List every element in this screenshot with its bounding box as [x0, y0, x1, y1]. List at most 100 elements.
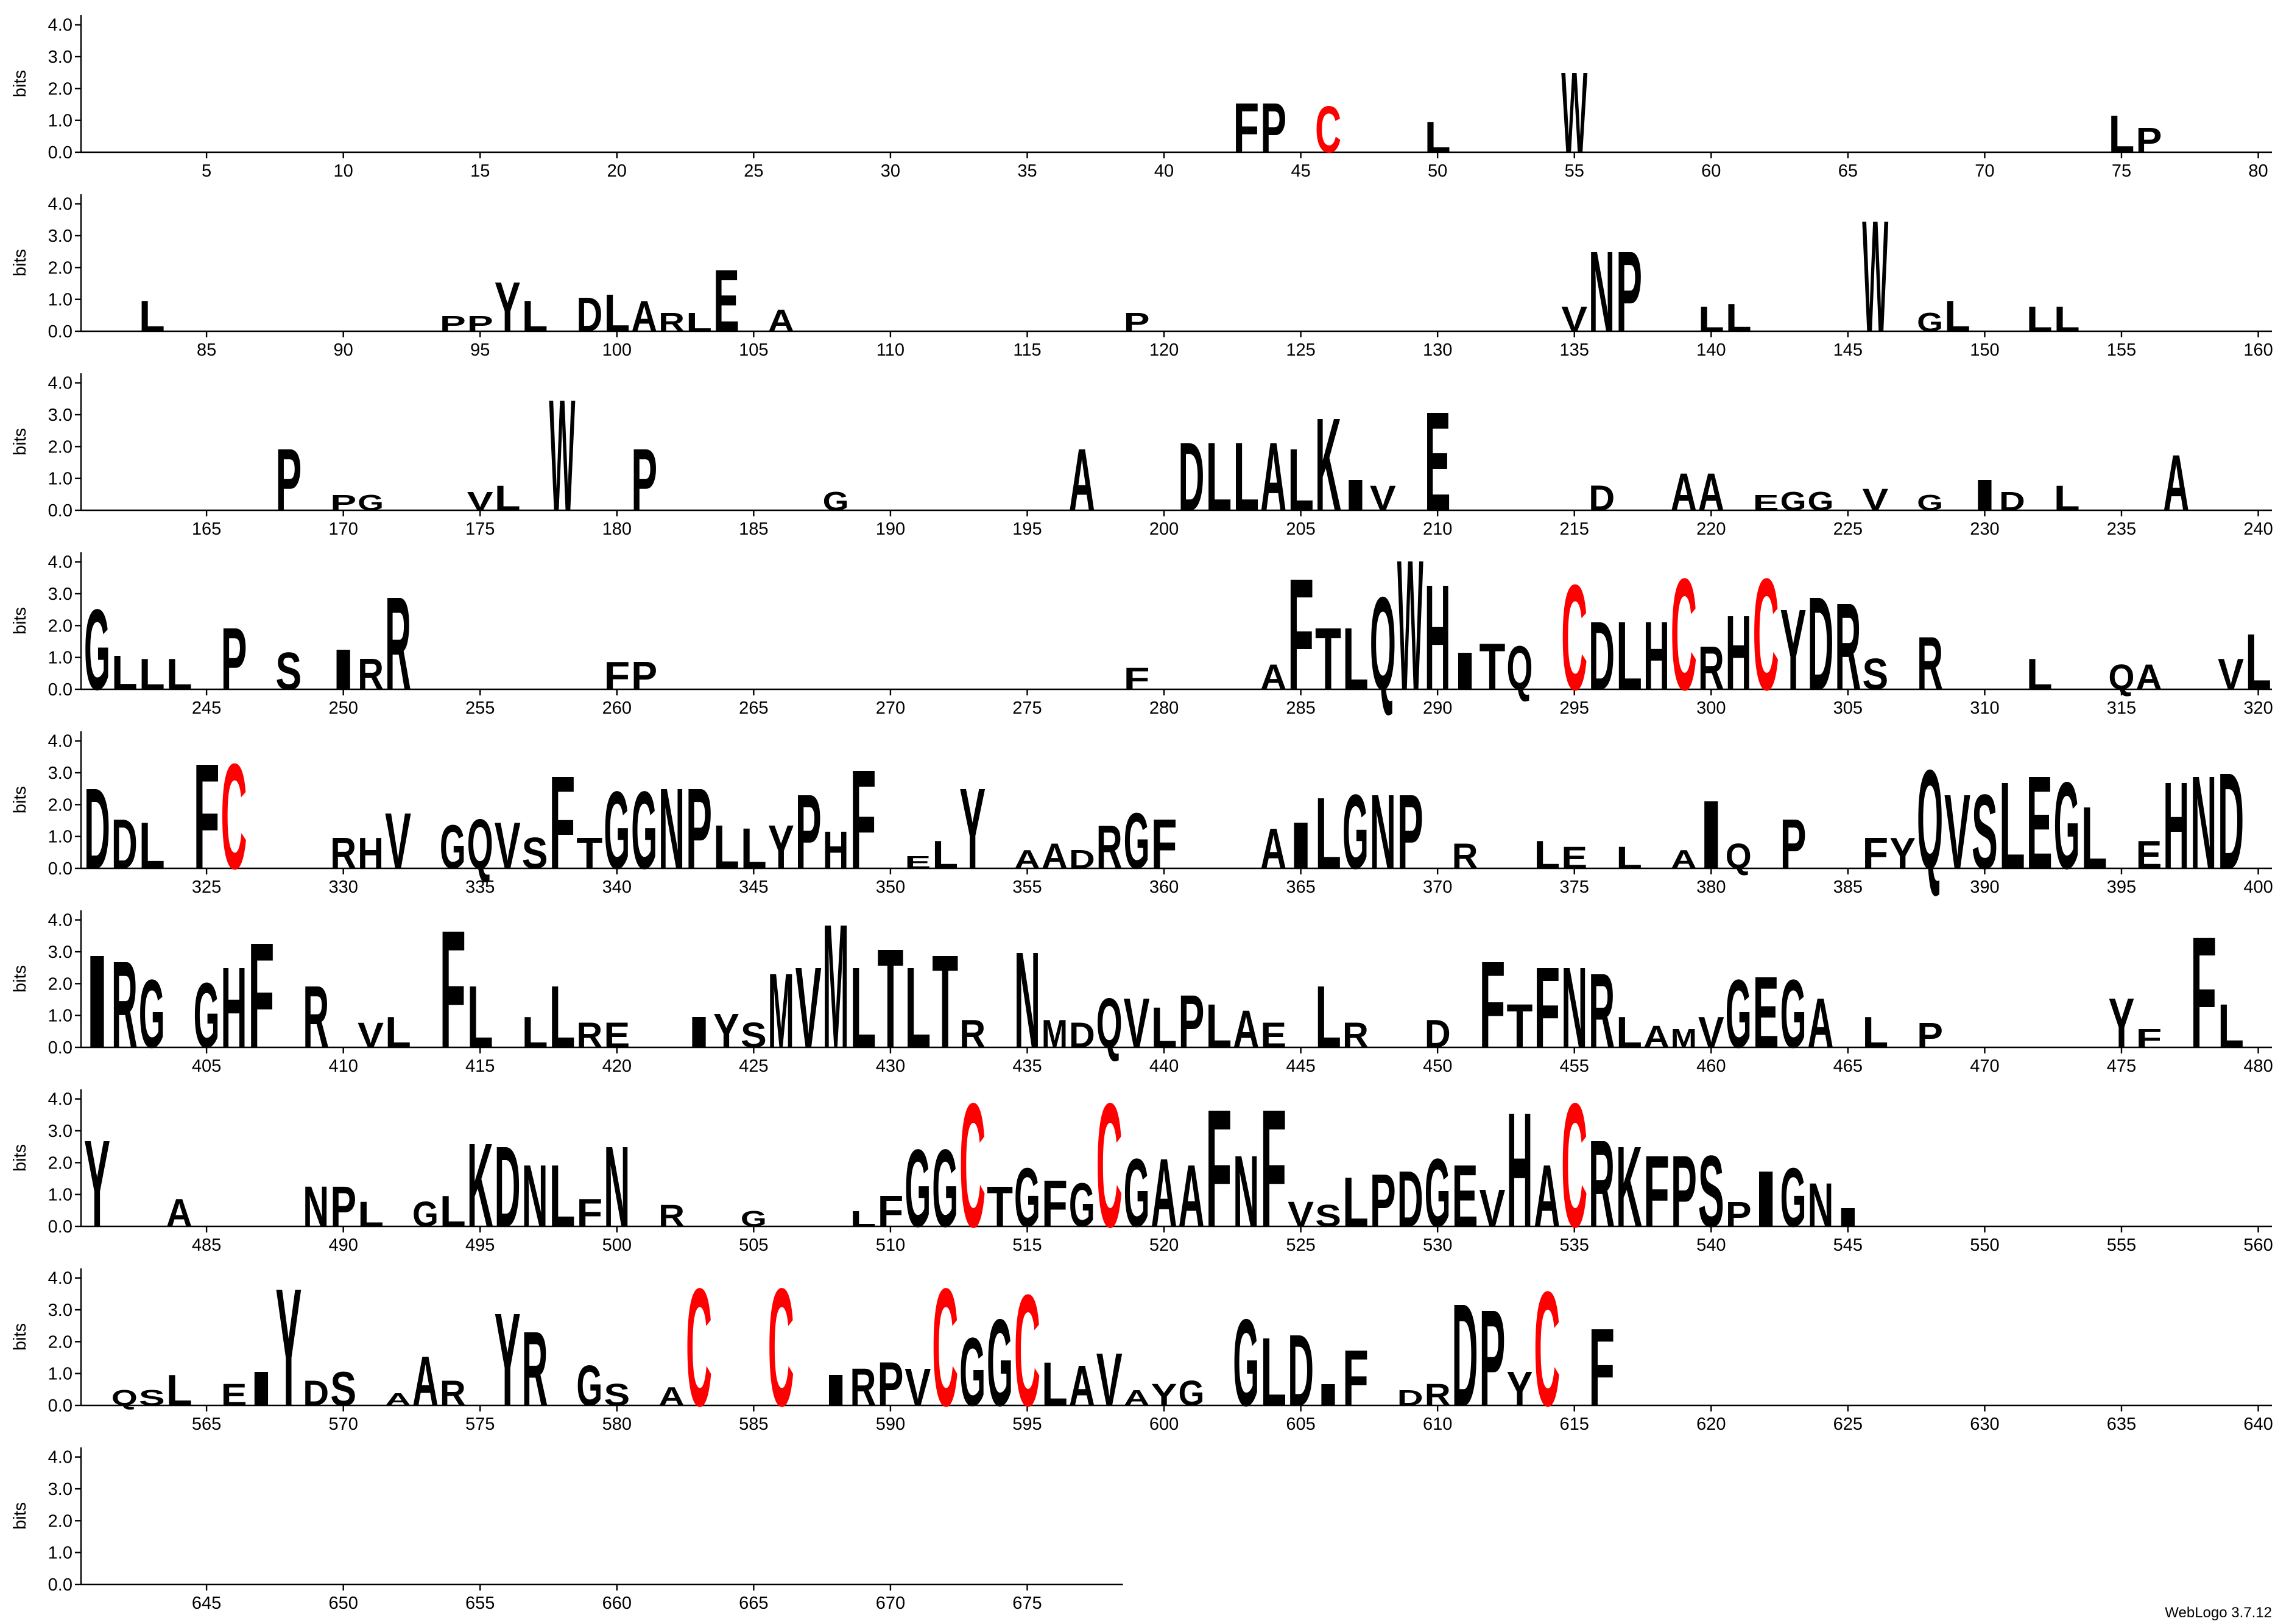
letter-stack: G: [823, 487, 849, 516]
letter-stack: A: [1671, 845, 1697, 874]
letter: W: [549, 367, 576, 544]
letter-stack: S: [275, 641, 302, 701]
letter: S: [330, 1362, 356, 1416]
letter: R: [111, 935, 138, 1074]
letter-stack: V: [1561, 300, 1587, 339]
letter: F: [549, 748, 576, 896]
letter: N: [604, 1123, 630, 1251]
letter: E: [2136, 832, 2162, 877]
letter-stack: D: [1397, 1155, 1423, 1243]
letter-stack: L: [522, 1007, 548, 1056]
letter-stack: V: [495, 809, 521, 883]
letter-stack: G: [412, 1195, 439, 1234]
x-tick-label: 490: [328, 1236, 358, 1255]
x-tick-label: 10: [334, 161, 353, 181]
y-tick-label: 1.0: [48, 111, 72, 131]
x-tick-label: 555: [2107, 1236, 2136, 1255]
letter-stack: I: [248, 1362, 274, 1416]
y-tick-label: 4.0: [48, 1448, 72, 1468]
letter-stack: H: [2163, 756, 2189, 895]
letter: G: [1726, 960, 1752, 1069]
y-axis-label: bits: [10, 249, 30, 276]
x-tick-label: 300: [1696, 698, 1726, 718]
letter: F: [1205, 1075, 1232, 1262]
letter-stack: L: [549, 1147, 576, 1246]
letter-stack: K: [1616, 1123, 1642, 1251]
x-tick-label: 155: [2107, 340, 2136, 360]
letter-stack: L: [1616, 840, 1642, 875]
letter-stack: H: [1726, 594, 1752, 712]
letter: D: [576, 287, 602, 342]
letter: P: [631, 653, 657, 698]
letter-stack: V: [1096, 1337, 1123, 1422]
x-tick-label: 65: [1838, 161, 1858, 181]
letter-stack: I: [1315, 1377, 1341, 1412]
letter: A: [385, 1390, 411, 1410]
letter: T: [1480, 630, 1506, 704]
letter: A: [1014, 845, 1040, 874]
letter-stack: F: [549, 748, 576, 896]
letter: F: [1042, 1167, 1068, 1241]
letter: F: [1260, 1075, 1286, 1262]
letter-stack: L: [905, 944, 931, 1072]
x-tick-label: 430: [876, 1056, 905, 1076]
x-tick-label: 200: [1149, 519, 1179, 539]
letter: E: [905, 852, 931, 873]
letter: W: [1561, 49, 1587, 177]
letter-stack: R: [358, 649, 384, 698]
letter-stack: L: [1315, 968, 1341, 1067]
letter-stack: Q: [1726, 837, 1752, 876]
letter-stack: N: [2190, 748, 2217, 896]
letter-stack: S: [139, 1385, 165, 1410]
letter-stack: T: [932, 927, 958, 1075]
letter: R: [1096, 813, 1123, 882]
x-tick-label: 180: [602, 519, 632, 539]
letter-stack: L: [166, 649, 192, 698]
letter: G: [604, 768, 630, 892]
footer: WebLogo 3.7.12: [2165, 1605, 2272, 1621]
x-tick-label: 50: [1428, 161, 1447, 181]
letter: F: [194, 732, 220, 901]
letter-stack: L: [932, 832, 958, 877]
letter: P: [1917, 1016, 1943, 1055]
letter-stack: Q: [467, 804, 493, 884]
letter: L: [1042, 1350, 1068, 1419]
letter-stack: S: [1315, 1198, 1341, 1233]
x-tick-label: 145: [1833, 340, 1863, 360]
letter: L: [2026, 649, 2053, 698]
letter: L: [2109, 104, 2135, 164]
y-tick-label: 1.0: [48, 1544, 72, 1563]
letter: E: [1260, 1016, 1286, 1055]
letter: T: [987, 1175, 1013, 1239]
letter-stack: Y: [84, 1114, 110, 1253]
letter: A: [166, 1190, 192, 1235]
x-tick-label: 135: [1560, 340, 1589, 360]
letter: G: [1917, 490, 1943, 515]
letter: L: [1342, 1162, 1369, 1242]
x-tick-label: 90: [334, 340, 353, 360]
letter: P: [1370, 1158, 1396, 1243]
letter: V: [1944, 773, 1970, 891]
letter-stack: E: [1260, 1016, 1286, 1055]
y-tick-label: 1.0: [48, 469, 72, 489]
x-tick-label: 675: [1012, 1594, 1042, 1613]
letter: D: [1397, 1155, 1423, 1243]
x-tick-label: 305: [1833, 698, 1863, 718]
letter: R: [959, 1011, 986, 1056]
letter-stack: R: [1425, 1377, 1451, 1412]
y-tick-label: 3.0: [48, 943, 72, 962]
letter-stack: G: [959, 1318, 986, 1427]
letter: A: [1042, 837, 1068, 876]
letter: G: [741, 1206, 767, 1231]
x-tick-label: 525: [1286, 1236, 1315, 1255]
letter: D: [1179, 423, 1205, 532]
x-tick-label: 510: [876, 1236, 905, 1255]
letter-stack: A: [1260, 658, 1286, 697]
letter: G: [1780, 960, 1807, 1069]
letter: N: [1233, 1135, 1259, 1249]
letter: Y: [959, 765, 986, 893]
letter-stack: R: [850, 1357, 876, 1417]
y-tick-label: 1.0: [48, 1007, 72, 1026]
x-tick-label: 95: [470, 340, 490, 360]
x-tick-label: 465: [1833, 1056, 1863, 1076]
